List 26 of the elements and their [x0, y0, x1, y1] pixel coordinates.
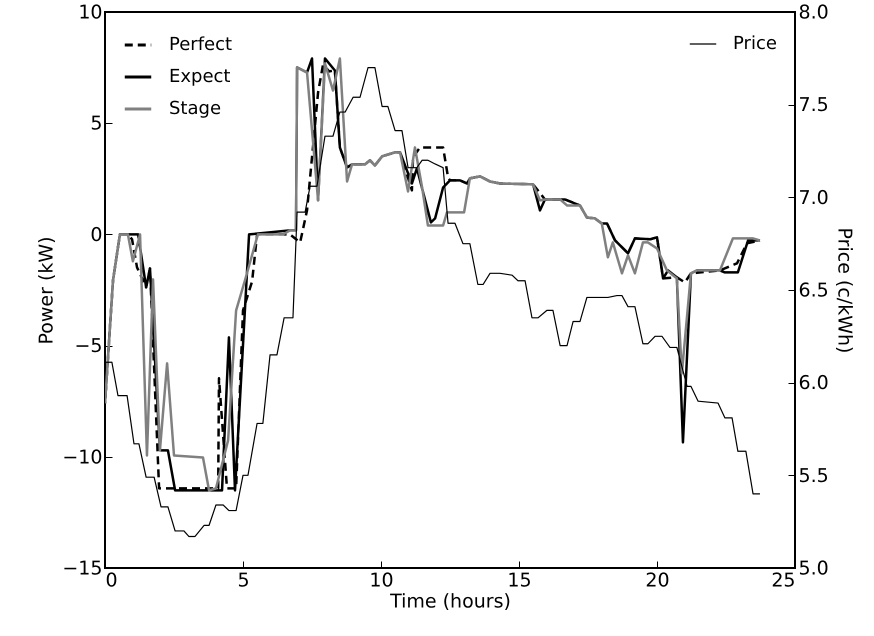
- y-tick-label: −15: [62, 558, 102, 580]
- y2-tick-label: 5.0: [798, 558, 829, 580]
- x-axis-title: Time (hours): [389, 590, 511, 612]
- legend-label: Price: [733, 33, 777, 54]
- y2-tick-label: 6.0: [798, 372, 829, 394]
- x-tick-label: 25: [771, 570, 796, 592]
- x-tick-label: 5: [237, 570, 250, 592]
- x-tick-label: 10: [369, 570, 394, 592]
- y-tick-label: 5: [90, 112, 102, 135]
- y2-tick-label: 5.5: [798, 464, 829, 487]
- x-tick-label: 15: [507, 570, 532, 592]
- y2-axis-title: Price (c/kWh): [834, 228, 856, 354]
- y2-tick-label: 8.0: [798, 2, 829, 24]
- y2-tick-label: 7.0: [798, 186, 829, 209]
- y2-tick-label: 7.5: [798, 94, 829, 116]
- y2-tick-label: 6.5: [798, 280, 829, 302]
- legend-label: Expect: [169, 66, 230, 87]
- legend-label: Stage: [169, 98, 222, 119]
- y-tick-label: −5: [74, 335, 102, 358]
- x-tick-label: 20: [645, 570, 670, 592]
- legend-label: Perfect: [169, 34, 232, 55]
- y-axis-title: Power (kW): [35, 236, 58, 345]
- y-tick-label: 0: [90, 224, 102, 246]
- y-tick-label: −10: [62, 446, 102, 468]
- x-tick-label: 0: [106, 570, 118, 592]
- y-tick-label: 10: [78, 2, 102, 24]
